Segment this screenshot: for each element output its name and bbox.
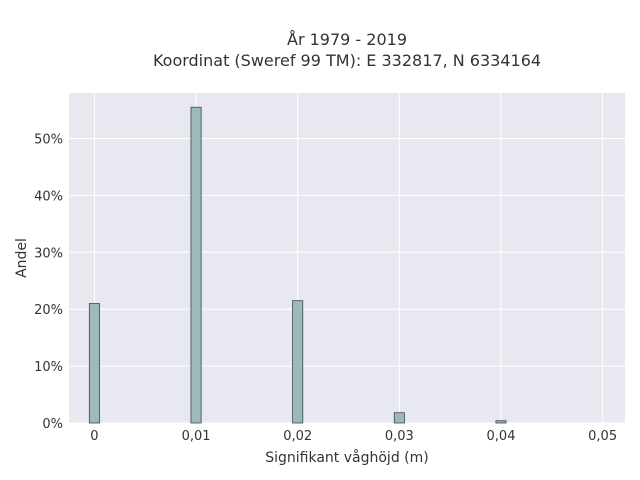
x-tick-label: 0,04: [487, 429, 516, 444]
histogram-bar: [190, 106, 202, 424]
x-tick-label: 0,02: [283, 429, 312, 444]
chart-title: År 1979 - 2019: [287, 30, 407, 49]
plot-area: [69, 93, 625, 423]
y-tick-label: 10%: [34, 360, 63, 375]
chart-subtitle: Koordinat (Sweref 99 TM): E 332817, N 63…: [153, 51, 541, 70]
histogram-bar: [393, 412, 405, 424]
y-tick-label: 50%: [34, 133, 63, 148]
y-axis-ticks: 0% 10% 20% 30% 40% 50%: [34, 133, 63, 432]
x-axis-ticks: 0 0,01 0,02 0,03 0,04 0,05: [90, 429, 617, 444]
histogram-bar: [495, 420, 507, 424]
y-tick-label: 20%: [34, 303, 63, 318]
y-axis-label: Andel: [14, 238, 30, 278]
x-axis-label: Signifikant våghöjd (m): [265, 449, 428, 466]
x-tick-label: 0,03: [385, 429, 414, 444]
grid-lines: [69, 93, 625, 424]
histogram-bar: [88, 303, 100, 424]
y-tick-label: 30%: [34, 246, 63, 261]
y-tick-label: 40%: [34, 189, 63, 204]
x-tick-label: 0,05: [588, 429, 617, 444]
bars: [88, 106, 507, 424]
x-tick-label: 0: [90, 429, 98, 444]
x-tick-label: 0,01: [182, 429, 211, 444]
histogram-bar: [292, 300, 304, 424]
y-tick-label: 0%: [42, 417, 63, 432]
